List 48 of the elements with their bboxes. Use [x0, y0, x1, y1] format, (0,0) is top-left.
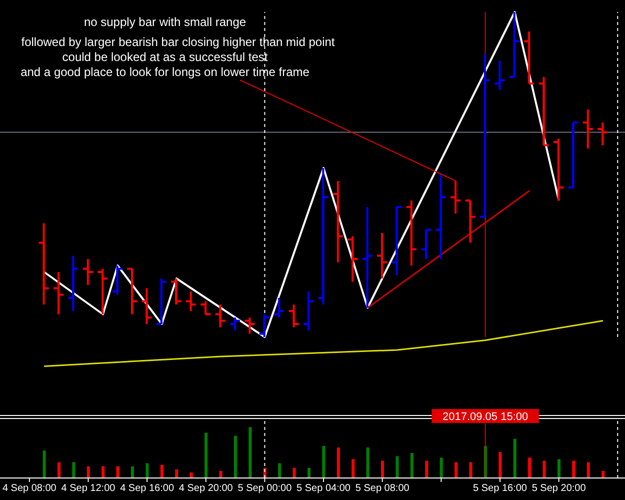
- bar: [131, 466, 134, 478]
- bar: [278, 463, 282, 478]
- bar: [160, 464, 164, 478]
- bar: [396, 456, 399, 478]
- bar: [602, 470, 605, 478]
- bar: [381, 460, 384, 478]
- bar: [513, 438, 516, 478]
- bar: [42, 450, 46, 478]
- bar: [366, 447, 370, 478]
- x-tick-label: 4 Sep 08:00: [2, 483, 57, 494]
- bar: [86, 466, 90, 478]
- bar: [528, 458, 532, 478]
- x-tick-label: 5 Sep 04:00: [296, 483, 351, 494]
- bar: [57, 462, 60, 478]
- bar: [586, 462, 590, 478]
- annotation: no supply bar with small range followed by larger bearish bar closing higher than mid point could be looked at as a successful test and a good place to look for longs on lower time frame: [20, 15, 336, 79]
- bar: [498, 452, 502, 478]
- bar: [425, 460, 428, 478]
- bar: [454, 462, 458, 478]
- bar: [352, 459, 355, 478]
- bar: [322, 446, 326, 478]
- bar: [72, 462, 76, 478]
- x-tick-label: 5 Sep 00:00: [238, 483, 292, 494]
- ref-line-label: 2017.09.05 15:00: [442, 411, 528, 423]
- bar: [572, 460, 576, 478]
- bar: [292, 468, 296, 478]
- bar: [410, 453, 414, 478]
- bar: [307, 468, 310, 478]
- bar: [248, 427, 252, 478]
- bar: [469, 462, 472, 478]
- x-tick-label: 5 Sep 08:00: [355, 483, 410, 494]
- bar: [116, 466, 120, 478]
- bar: [234, 436, 237, 478]
- x-tick-label: 5 Sep 20:00: [532, 483, 586, 494]
- bar: [557, 459, 560, 478]
- x-tick-label: 5 Sep 16:00: [473, 483, 528, 494]
- x-tick-label: 4 Sep 12:00: [61, 483, 116, 494]
- bar: [204, 432, 208, 478]
- bar: [336, 447, 340, 478]
- bar: [219, 470, 222, 478]
- bar: [146, 463, 149, 478]
- x-tick-label: 4 Sep 20:00: [178, 483, 234, 494]
- bar: [190, 472, 193, 478]
- bar: [102, 466, 105, 478]
- bar: [440, 458, 443, 478]
- x-tick-label: 4 Sep 16:00: [120, 483, 174, 494]
- bar: [175, 469, 178, 478]
- bar: [542, 460, 546, 478]
